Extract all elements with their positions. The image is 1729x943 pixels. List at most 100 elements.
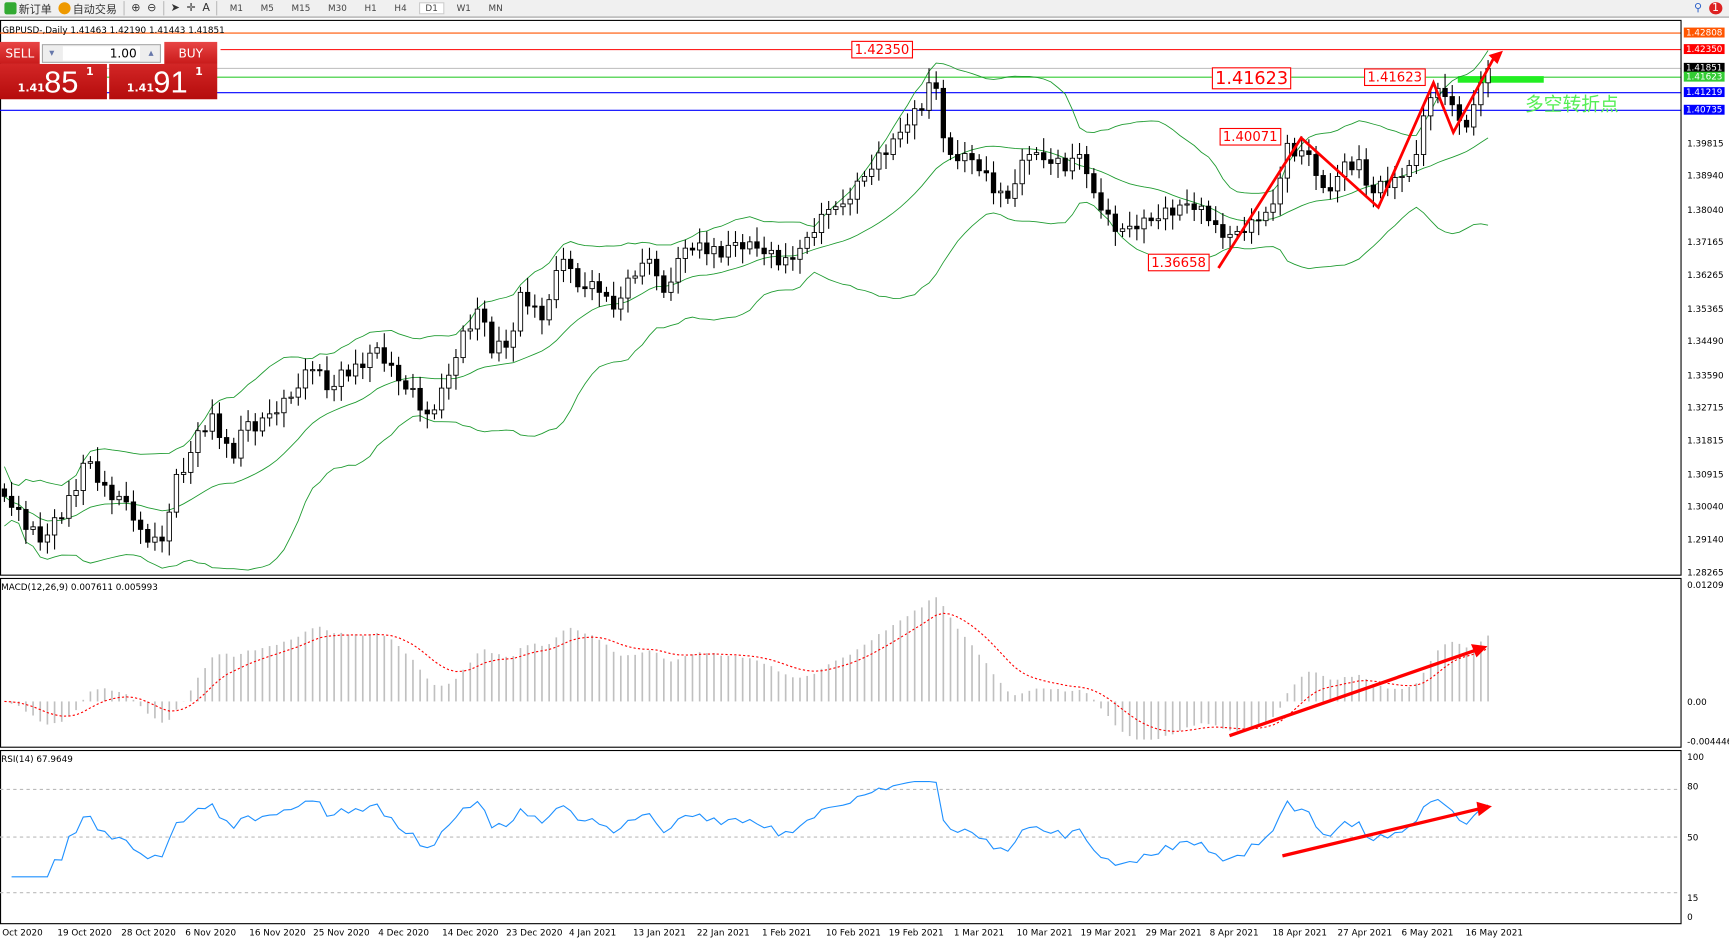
candle-body [417,387,423,411]
candle-body [1471,104,1477,128]
candle-body [223,437,230,444]
candle-body [883,152,889,155]
candle-body [338,369,344,387]
price-axis-label: 1.28265 [1687,567,1724,578]
date-axis-label: 4 Dec 2020 [378,927,429,938]
candle-body [811,232,817,238]
auto-trading-button[interactable]: 自动交易 [58,0,117,17]
candle-body [524,291,531,307]
arrow-head-icon [1476,801,1492,817]
timeframe-d1[interactable]: D1 [418,2,445,15]
candle-body [575,268,581,288]
candle-body [1019,159,1025,185]
lot-value[interactable]: 1.00 [62,46,141,61]
text-tool[interactable]: A [202,2,210,15]
candle-body [403,380,409,390]
candle-body [467,328,473,332]
candle-body [1112,213,1119,232]
candle-body [1141,217,1147,230]
main-pane-frame [0,19,1682,576]
date-axis-label: 19 Mar 2021 [1080,927,1137,938]
timeframe-m5[interactable]: M5 [260,3,274,14]
notification-badge[interactable]: 1 [1708,2,1723,15]
zoom-in-button[interactable]: ⊕ [131,2,141,15]
candle-body [1363,159,1369,186]
price-axis-label: 1.37165 [1687,237,1724,248]
candle-body [59,517,65,520]
annotation-pivot: 1.41623 [1364,68,1426,87]
date-axis-label: 19 Feb 2021 [888,927,944,938]
timeframe-h1[interactable]: H1 [364,3,377,14]
candle-body [73,490,79,496]
separator [123,1,125,16]
bollinger-middle [4,137,1489,522]
candle-body [94,461,101,483]
candle-body [202,430,208,433]
candle-body [317,369,323,372]
candle-body [639,262,645,277]
price-axis-label: 1.33590 [1687,370,1724,381]
sell-button[interactable]: SELL [0,41,40,64]
candle-body [281,397,287,414]
timeframe-mn[interactable]: MN [488,3,503,14]
price-axis-label: 1.29140 [1687,535,1724,546]
candle-body [1213,220,1219,225]
candle-body [288,396,294,399]
candle-body [646,258,653,264]
lot-increase-icon[interactable]: ▲ [148,49,154,58]
price-axis-label: 1.30915 [1687,469,1724,480]
candle-body [374,347,380,354]
candle-body [725,244,731,258]
level-price-tag: 1.42350 [1683,44,1725,55]
candle-body [23,509,29,530]
candle-body [1155,218,1162,222]
candle-body [1356,159,1362,171]
macd-label: MACD(12,26,9) 0.007611 0.005993 [1,582,158,593]
candle-body [618,297,624,310]
candle-body [826,209,832,215]
timeframe-m30[interactable]: M30 [328,3,347,14]
candle-body [1127,225,1133,230]
timeframe-h4[interactable]: H4 [394,3,407,14]
candle-body [1048,159,1054,164]
buy-price[interactable]: 1.41 91 1 [109,63,218,100]
candle-body [775,249,782,266]
pivot-note: 多空转折点 [1525,93,1619,116]
one-click-trading-panel: SELL ▼ 1.00 ▲ BUY 1.41 85 1 1.41 91 1 [0,41,218,100]
search-icon[interactable]: ⚲ [1694,2,1703,15]
macd-signal-line [4,612,1489,732]
timeframe-m1[interactable]: M1 [229,3,244,14]
candle-body [1299,150,1305,157]
candle-body [295,387,301,398]
date-axis-label: 6 Nov 2020 [185,927,237,938]
lot-decrease-icon[interactable]: ▼ [49,49,55,58]
candle-body [474,308,481,330]
zoom-out-button[interactable]: ⊖ [147,2,157,15]
candle-body [1399,175,1405,178]
candle-body [1306,150,1312,155]
candle-body [424,409,430,415]
candle-body [1105,209,1111,215]
cursor-tool[interactable]: ➤ [170,2,180,15]
new-order-button[interactable]: 新订单 [4,0,52,17]
candle-body [1349,161,1355,171]
candle-body [30,526,36,530]
candle-body [1320,175,1326,189]
candle-body [51,517,58,536]
candle-body [216,413,223,438]
sell-price[interactable]: 1.41 85 1 [0,63,107,100]
timeframe-m15[interactable]: M15 [291,3,311,14]
rsi-axis-0: 0 [1687,912,1693,923]
timeframe-w1[interactable]: W1 [456,3,471,14]
date-axis-label: 22 Jan 2021 [696,927,750,938]
pivot-zone-bar [1457,76,1544,83]
crosshair-tool[interactable]: ✛ [186,2,196,15]
lot-size-input[interactable]: ▼ 1.00 ▲ [41,44,161,63]
buy-button[interactable]: BUY [164,41,218,64]
candle-body [510,330,516,348]
annotation-pivot-big: 1.41623 [1211,67,1292,90]
candle-body [1327,187,1334,192]
price-axis-label: 1.38040 [1687,204,1724,215]
candle-body [410,387,416,390]
